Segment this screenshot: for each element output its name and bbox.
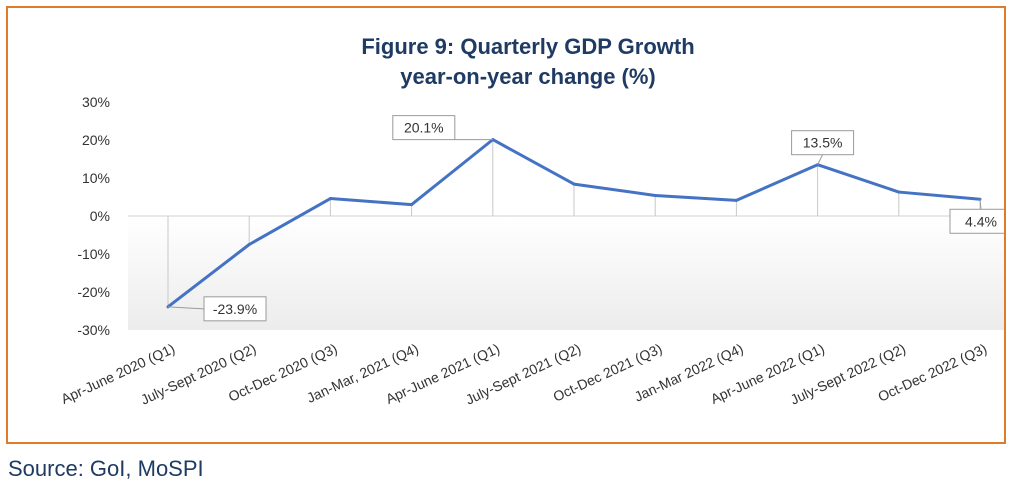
source-note: Source: GoI, MoSPI xyxy=(8,456,204,481)
chart-title-line2: year-on-year change (%) xyxy=(400,64,656,89)
data-point xyxy=(572,182,576,186)
data-label: 4.4% xyxy=(965,213,997,229)
callout-box xyxy=(949,208,1004,234)
data-label: -23.9% xyxy=(213,301,257,317)
y-tick-label: 30% xyxy=(82,94,110,110)
data-point xyxy=(328,197,332,201)
data-point xyxy=(897,190,901,194)
y-tick-label: -30% xyxy=(77,322,110,338)
callout-leader xyxy=(167,306,205,310)
data-point xyxy=(653,193,657,197)
callout-box xyxy=(791,130,855,156)
chart-frame: -30% -20% -10% 0% 10% 20% 30% Apr-June 2020 (Q1… xyxy=(6,6,1006,444)
chart-title-line1: Figure 9: Quarterly GDP Growth xyxy=(361,34,695,59)
data-label: 20.1% xyxy=(404,120,444,136)
callout-leader xyxy=(817,154,824,165)
data-label: 13.5% xyxy=(803,135,843,151)
data-point xyxy=(247,243,251,246)
negative-region-shade xyxy=(128,216,1004,330)
y-tick-label: -10% xyxy=(77,246,110,262)
y-tick-label: -20% xyxy=(77,284,110,300)
callout-box xyxy=(392,115,456,141)
line-chart: -30%-20%-10%0%10%20%30%Apr-June 2020 (Q1… xyxy=(58,94,1004,408)
data-point xyxy=(410,203,414,207)
y-tick-label: 20% xyxy=(82,132,110,148)
callout-leader xyxy=(979,199,982,210)
y-tick-label: 10% xyxy=(82,170,110,186)
y-tick-label: 0% xyxy=(90,208,110,224)
data-point xyxy=(734,198,738,202)
callout-box xyxy=(203,296,267,322)
chart-title: Figure 9: Quarterly GDP Growth year-on-y… xyxy=(208,32,848,92)
